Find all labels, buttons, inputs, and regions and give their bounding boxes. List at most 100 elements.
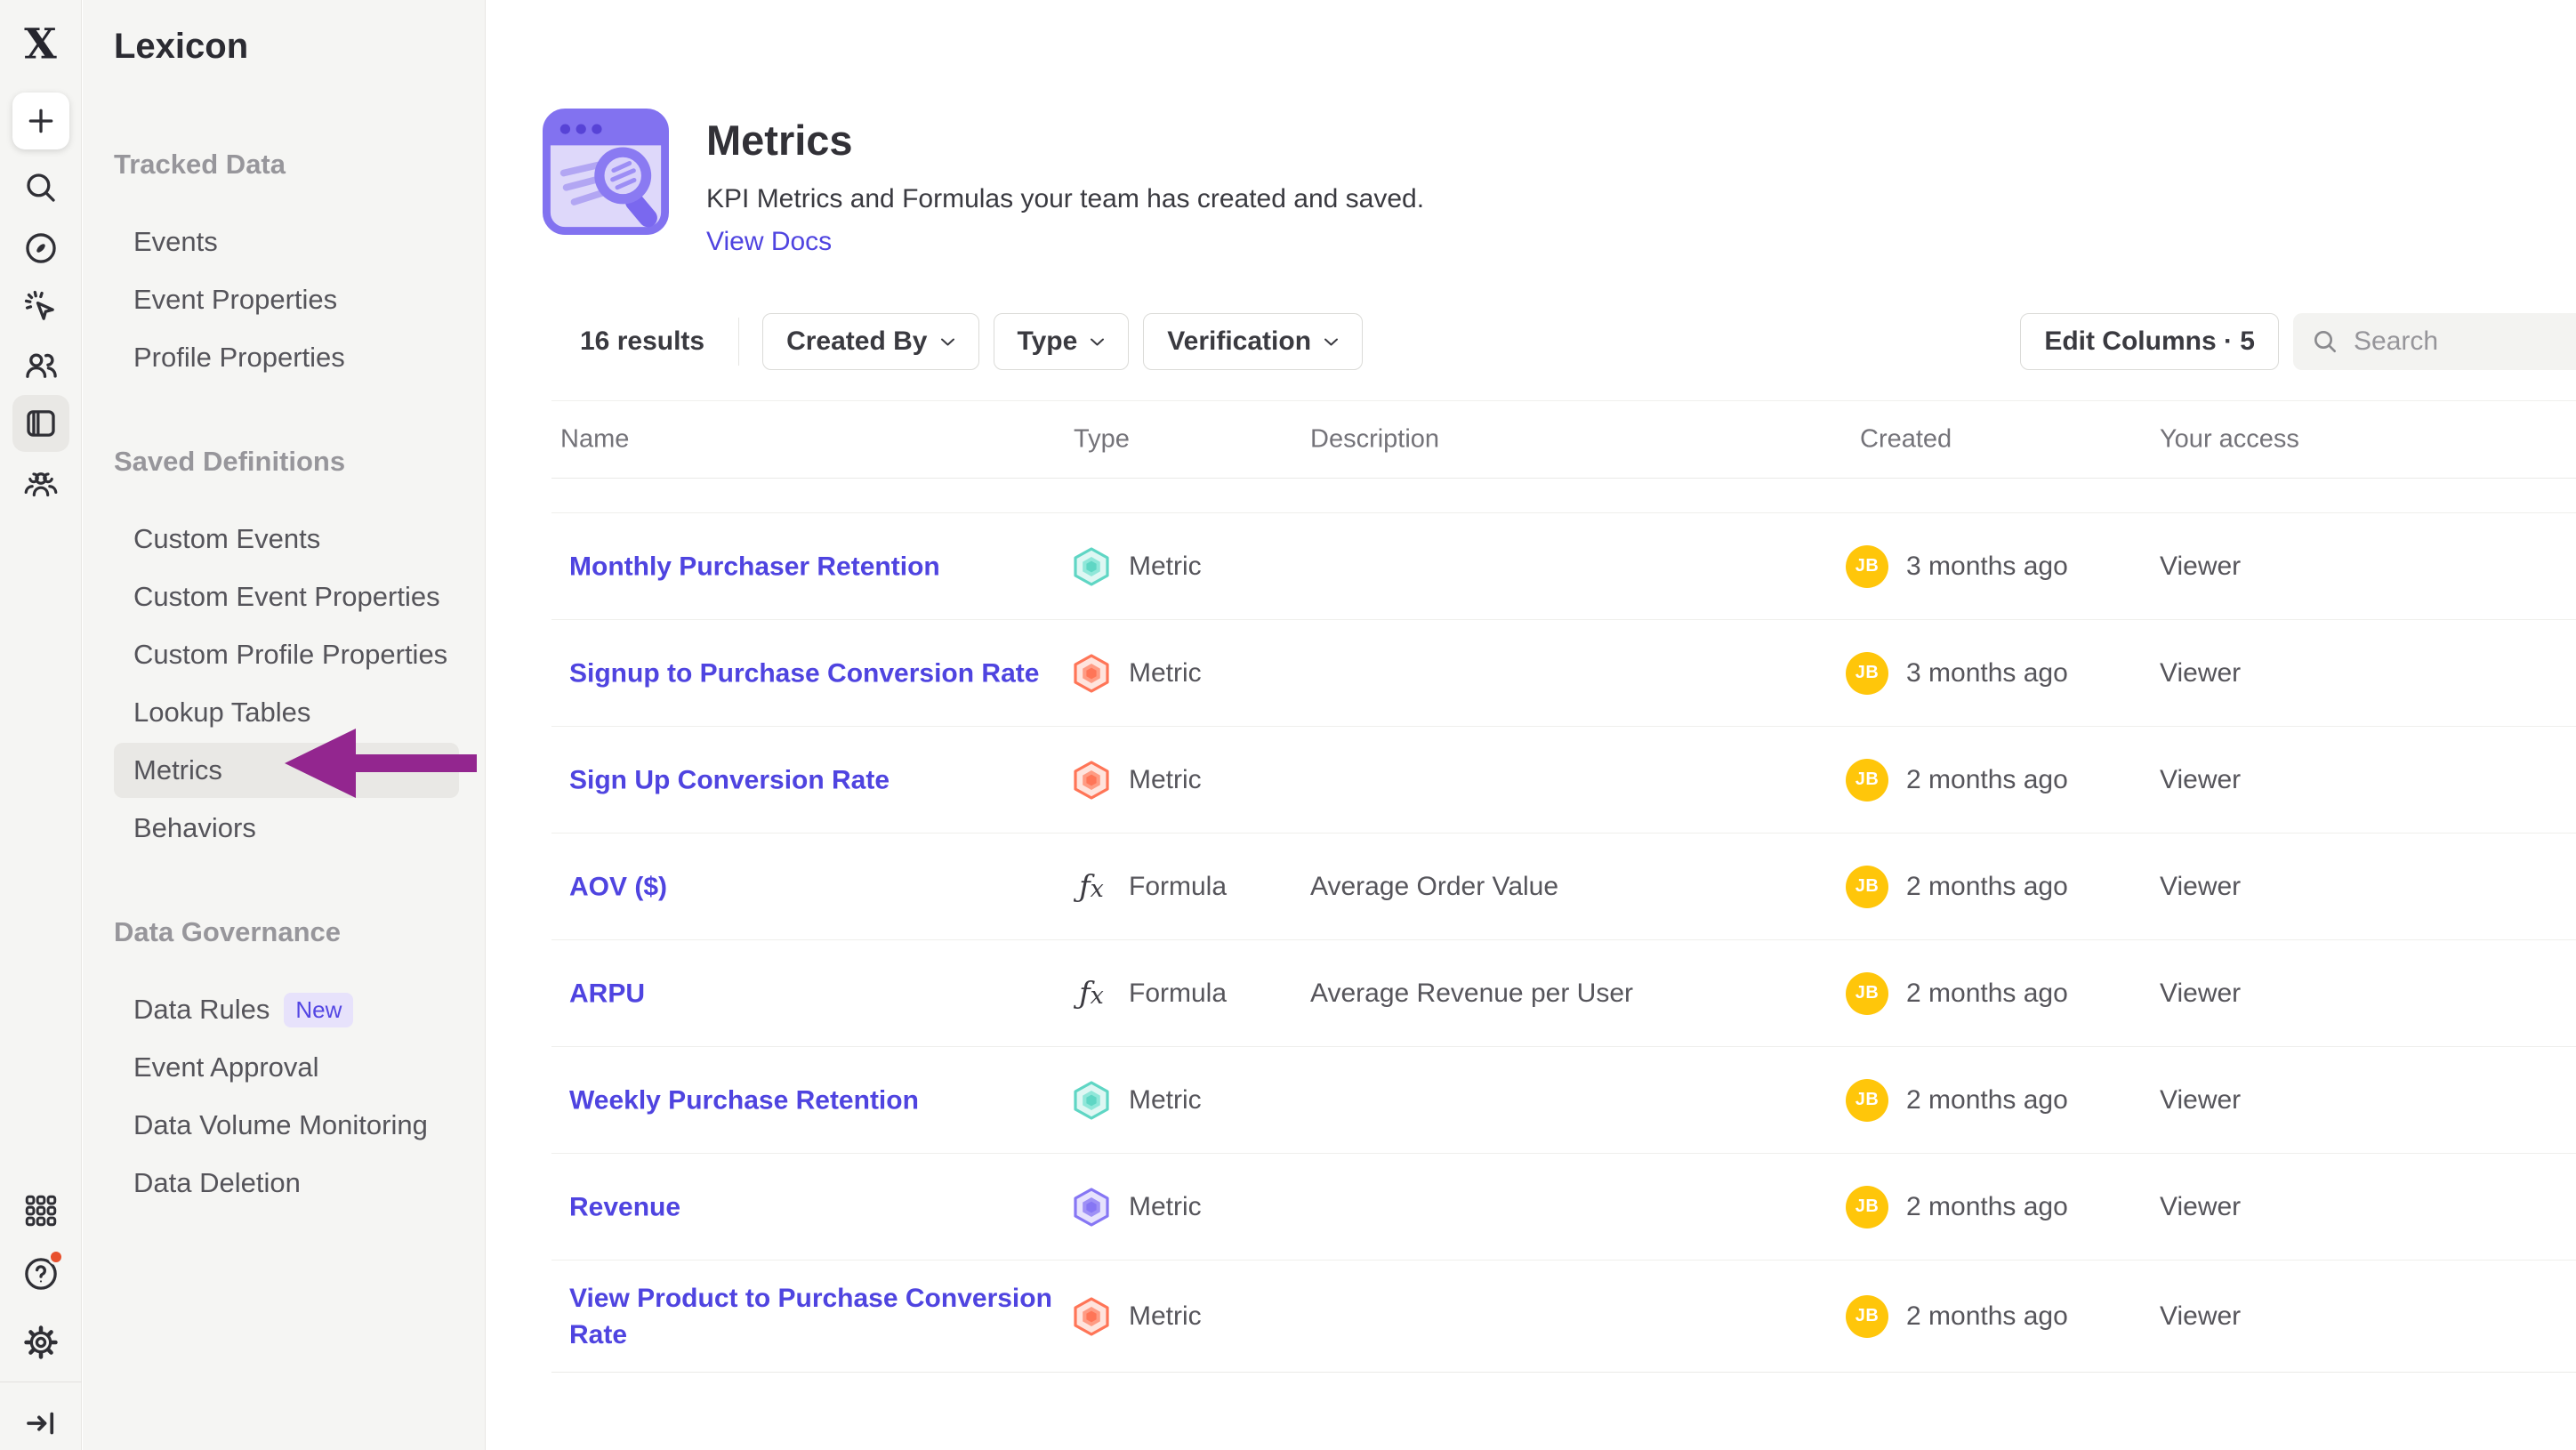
metric-name-link[interactable]: Monthly Purchaser Retention	[569, 552, 940, 581]
sidebar-item-custom-event-properties[interactable]: Custom Event Properties	[114, 569, 459, 624]
mixpanel-logo-icon[interactable]: X	[24, 20, 57, 69]
metrics-page-icon	[543, 109, 669, 235]
created-label: 3 months ago	[1906, 551, 2068, 581]
type-label: Metric	[1129, 1301, 1202, 1331]
metrics-table: Name Type Description Created Your acces…	[551, 400, 2576, 1373]
access-cell: Viewer	[2160, 978, 2242, 1008]
created-label: 2 months ago	[1906, 1084, 2068, 1115]
type-label: Metric	[1129, 1191, 1202, 1221]
sidebar-item-label: Data Volume Monitoring	[133, 1109, 428, 1140]
formula-icon: ƒx	[1079, 868, 1104, 905]
created-cell: JB 3 months ago	[1846, 651, 2068, 695]
access-cell: Viewer	[2160, 1084, 2242, 1115]
sidebar-item-custom-events[interactable]: Custom Events	[114, 512, 459, 567]
sidebar-item-custom-profile-properties[interactable]: Custom Profile Properties	[114, 627, 459, 682]
sidebar-item-data-volume-monitoring[interactable]: Data Volume Monitoring	[114, 1098, 459, 1153]
filter-created-by[interactable]: Created By	[762, 313, 979, 370]
metric-name-link[interactable]: Sign Up Conversion Rate	[569, 765, 890, 794]
table-row: View Product to Purchase Conversion Rate…	[551, 1261, 2576, 1373]
sidebar-item-metrics[interactable]: Metrics	[114, 743, 459, 798]
type-cell: Metric	[1070, 1295, 1202, 1338]
avatar: JB	[1846, 1294, 1888, 1338]
description-cell: Average Order Value	[1310, 871, 1559, 901]
results-count: 16 results	[580, 326, 705, 356]
sidebar-item-data-deletion[interactable]: Data Deletion	[114, 1156, 459, 1211]
metric-name-link[interactable]: Weekly Purchase Retention	[569, 1085, 919, 1115]
access-cell: Viewer	[2160, 871, 2242, 901]
created-label: 2 months ago	[1906, 1191, 2068, 1221]
type-label: Formula	[1129, 871, 1228, 901]
created-label: 2 months ago	[1906, 764, 2068, 794]
search-box[interactable]	[2293, 313, 2576, 370]
sidebar-item-event-properties[interactable]: Event Properties	[114, 272, 459, 327]
table-row: AOV ($) ƒx Formula Average Order Value J…	[551, 834, 2576, 940]
table-row: Sign Up Conversion Rate Metric JB 2 mont…	[551, 727, 2576, 834]
sidebar-item-label: Lookup Tables	[133, 697, 311, 728]
created-label: 3 months ago	[1906, 657, 2068, 688]
collapse-sidebar-icon[interactable]	[22, 1405, 60, 1442]
metric-name-link[interactable]: View Product to Purchase Conversion Rate	[569, 1283, 1052, 1349]
type-label: Metric	[1129, 657, 1202, 688]
type-cell: Metric	[1070, 652, 1202, 695]
edit-columns-button[interactable]: Edit Columns · 5	[2020, 313, 2279, 370]
created-cell: JB 2 months ago	[1846, 971, 2068, 1015]
search-nav-icon[interactable]	[22, 169, 60, 206]
metric-name-link[interactable]: Revenue	[569, 1192, 681, 1221]
metric-name-link[interactable]: ARPU	[569, 979, 646, 1008]
avatar: JB	[1846, 1185, 1888, 1228]
table-header: Name Type Description Created Your acces…	[551, 401, 2576, 479]
sidebar-item-label: Metrics	[133, 754, 222, 785]
sidebar-item-label: Custom Events	[133, 523, 321, 554]
sidebar-item-label: Behaviors	[133, 812, 256, 843]
help-icon[interactable]	[21, 1249, 64, 1293]
col-created: Created	[1860, 424, 1952, 454]
avatar: JB	[1846, 1078, 1888, 1122]
filter-type[interactable]: Type	[993, 313, 1130, 370]
col-name: Name	[560, 424, 630, 454]
filter-verification[interactable]: Verification	[1143, 313, 1364, 370]
icon-rail: X	[0, 0, 82, 1450]
metric-name-link[interactable]: AOV ($)	[569, 872, 668, 901]
sidebar-item-data-rules[interactable]: Data Rules New	[114, 982, 459, 1037]
compass-icon[interactable]	[22, 230, 60, 267]
sidebar-section: Data Governance Data Rules New Event App…	[114, 916, 485, 1211]
sidebar-item-behaviors[interactable]: Behaviors	[114, 801, 459, 856]
type-cell: ƒx Formula	[1070, 976, 1227, 1011]
groups-icon[interactable]	[22, 466, 60, 503]
view-docs-link[interactable]: View Docs	[706, 227, 833, 256]
created-cell: JB 2 months ago	[1846, 865, 2068, 908]
created-cell: JB 2 months ago	[1846, 758, 2068, 802]
sidebar-item-events[interactable]: Events	[114, 214, 459, 270]
access-cell: Viewer	[2160, 1301, 2242, 1331]
metric-hexagon-icon	[1070, 1186, 1113, 1228]
create-new-button[interactable]	[12, 93, 69, 149]
sidebar-section-header: Data Governance	[114, 916, 341, 947]
access-cell: Viewer	[2160, 551, 2242, 581]
type-label: Formula	[1129, 978, 1228, 1008]
sidebar-item-lookup-tables[interactable]: Lookup Tables	[114, 685, 459, 740]
avatar: JB	[1846, 865, 1888, 908]
users-icon[interactable]	[22, 347, 60, 384]
metric-name-link[interactable]: Signup to Purchase Conversion Rate	[569, 658, 1040, 688]
toolbar-divider	[738, 318, 740, 366]
cursor-click-icon[interactable]	[22, 288, 60, 326]
lexicon-nav-icon[interactable]	[12, 395, 69, 452]
avatar: JB	[1846, 971, 1888, 1015]
plus-icon	[28, 109, 52, 133]
table-row: Weekly Purchase Retention Metric JB 2 mo…	[551, 1047, 2576, 1154]
sidebar-item-event-approval[interactable]: Event Approval	[114, 1040, 459, 1095]
toolbar: 16 results Created By Type Verification …	[551, 313, 2576, 370]
apps-grid-icon[interactable]	[22, 1192, 60, 1229]
table-row: Revenue Metric JB 2 months ago Viewer	[551, 1154, 2576, 1261]
type-label: Metric	[1129, 551, 1202, 581]
settings-gear-icon[interactable]	[22, 1324, 60, 1361]
sidebar-sections: Tracked Data Events Event Properties Pro…	[114, 149, 485, 1211]
sidebar-item-label: Data Rules	[133, 994, 270, 1025]
search-input[interactable]	[2354, 326, 2567, 357]
type-label: Metric	[1129, 764, 1202, 794]
sidebar-item-label: Custom Profile Properties	[133, 639, 448, 670]
chevron-down-icon	[1324, 338, 1339, 345]
table-body: Monthly Purchaser Retention Metric JB 3 …	[551, 513, 2576, 1373]
sidebar-item-profile-properties[interactable]: Profile Properties	[114, 330, 459, 385]
col-description: Description	[1310, 424, 1440, 454]
